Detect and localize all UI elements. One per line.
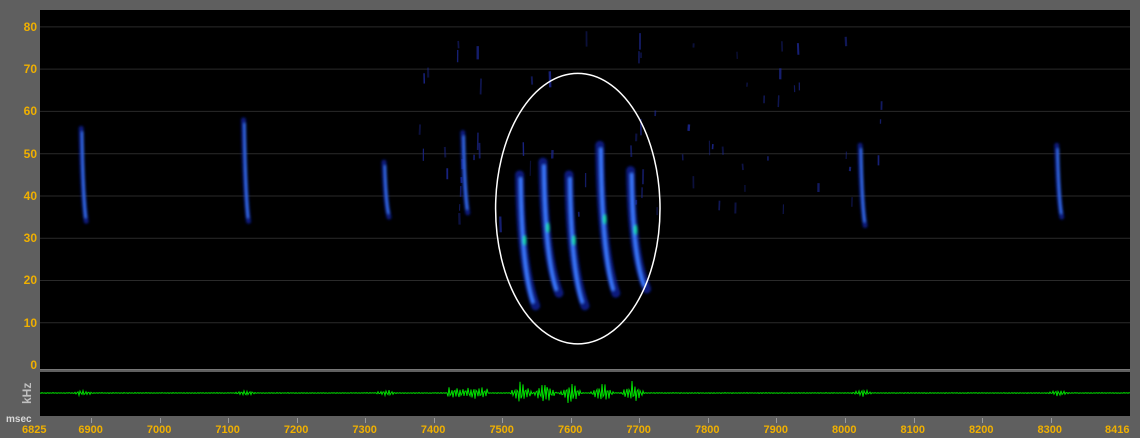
x-tick-label: 7300 xyxy=(352,424,377,436)
call-mark xyxy=(515,170,541,311)
x-tick-label: 7500 xyxy=(489,424,514,436)
x-tick-label: 7200 xyxy=(283,424,309,436)
y-tick-label: 30 xyxy=(23,231,37,246)
x-tick-mark xyxy=(844,418,846,423)
x-tick-mark xyxy=(296,418,298,423)
call-mark xyxy=(381,159,392,220)
y-tick-label: 0 xyxy=(30,358,37,372)
x-tick-label: 7900 xyxy=(763,424,788,436)
x-tick-label: 7000 xyxy=(146,424,172,436)
x-tick-label: 7400 xyxy=(420,424,446,436)
grid-lines xyxy=(40,26,1130,324)
x-tick-label: 6900 xyxy=(78,424,103,436)
call-mark xyxy=(595,140,621,298)
y-tick-label: 80 xyxy=(23,19,37,34)
spectrogram-panel[interactable] xyxy=(40,10,1130,370)
y-tick-label: 20 xyxy=(23,273,37,288)
x-tick-mark xyxy=(639,418,641,423)
waveform-trace xyxy=(40,380,1130,404)
spectrogram-plot xyxy=(40,26,1130,345)
call-mark xyxy=(241,117,252,224)
background-noise-streaks xyxy=(418,31,883,233)
call-mark xyxy=(626,166,652,294)
call-mark xyxy=(460,130,471,216)
x-tick-mark xyxy=(91,418,93,423)
x-tick-label: 7700 xyxy=(626,424,651,436)
x-unit-label: msec xyxy=(6,414,32,425)
call-mark xyxy=(564,170,590,311)
call-mark xyxy=(857,142,868,229)
y-tick-label: 40 xyxy=(23,188,37,203)
x-tick-mark xyxy=(365,418,367,423)
x-tick-label: 7100 xyxy=(215,424,240,436)
frequency-axis: 0 10 20 30 40 50 60 70 80 xyxy=(0,0,40,372)
call-mark xyxy=(78,125,89,224)
x-tick-mark xyxy=(228,418,230,423)
x-tick-mark xyxy=(159,418,161,423)
x-tick-label: 8200 xyxy=(969,424,994,436)
waveform-plot xyxy=(40,380,1130,404)
y-tick-label: 70 xyxy=(23,62,37,77)
time-axis: 6825 8416 6900 7000 7100 7200 7300 7400 7500 76… xyxy=(0,418,1140,438)
x-tick-label: 8100 xyxy=(900,424,925,436)
x-tick-mark xyxy=(570,418,572,423)
y-tick-label: 10 xyxy=(23,315,37,330)
highlight-ellipse xyxy=(494,72,661,345)
x-end-label: 8416 xyxy=(1105,424,1130,436)
call-mark xyxy=(1054,142,1065,220)
waveform-panel[interactable] xyxy=(40,372,1130,416)
x-tick-mark xyxy=(776,418,778,423)
call-mark xyxy=(538,157,564,298)
x-tick-label: 7800 xyxy=(694,424,720,436)
x-tick-mark xyxy=(433,418,435,423)
y-tick-label: 50 xyxy=(23,146,37,161)
x-tick-mark xyxy=(982,418,984,423)
x-tick-mark xyxy=(913,418,915,423)
x-tick-label: 7600 xyxy=(557,424,583,436)
x-tick-mark xyxy=(1050,418,1052,423)
y-tick-label: 60 xyxy=(23,104,37,119)
x-tick-mark xyxy=(707,418,709,423)
x-tick-mark xyxy=(502,418,504,423)
x-tick-label: 8300 xyxy=(1037,424,1062,436)
y-unit-label: kHz xyxy=(20,382,34,404)
x-start-label: 6825 xyxy=(22,424,47,436)
call-sweeps xyxy=(78,117,1065,311)
x-tick-label: 8000 xyxy=(831,424,857,436)
